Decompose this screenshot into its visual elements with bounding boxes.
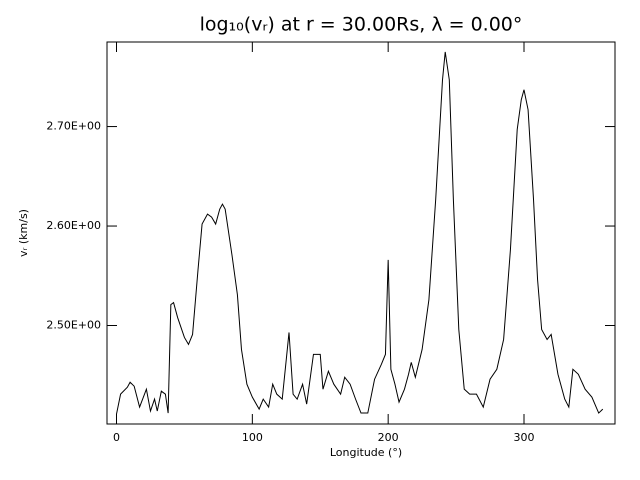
y-tick-label: 2.60E+00 [46,219,101,232]
plot-frame [106,41,616,425]
y-tick-label: 2.50E+00 [46,319,101,332]
y-axis-label: vᵣ (km/s) [17,209,30,257]
x-tick-label: 0 [113,431,120,444]
chart-title: log₁₀(vᵣ) at r = 30.00Rs, λ = 0.00° [200,14,523,36]
y-tick-label: 2.70E+00 [46,120,101,133]
x-tick-label: 200 [378,431,399,444]
x-tick-label: 300 [513,431,534,444]
data-line [116,51,604,415]
x-axis-label: Longitude (°) [330,446,402,459]
x-tick-label: 100 [242,431,263,444]
